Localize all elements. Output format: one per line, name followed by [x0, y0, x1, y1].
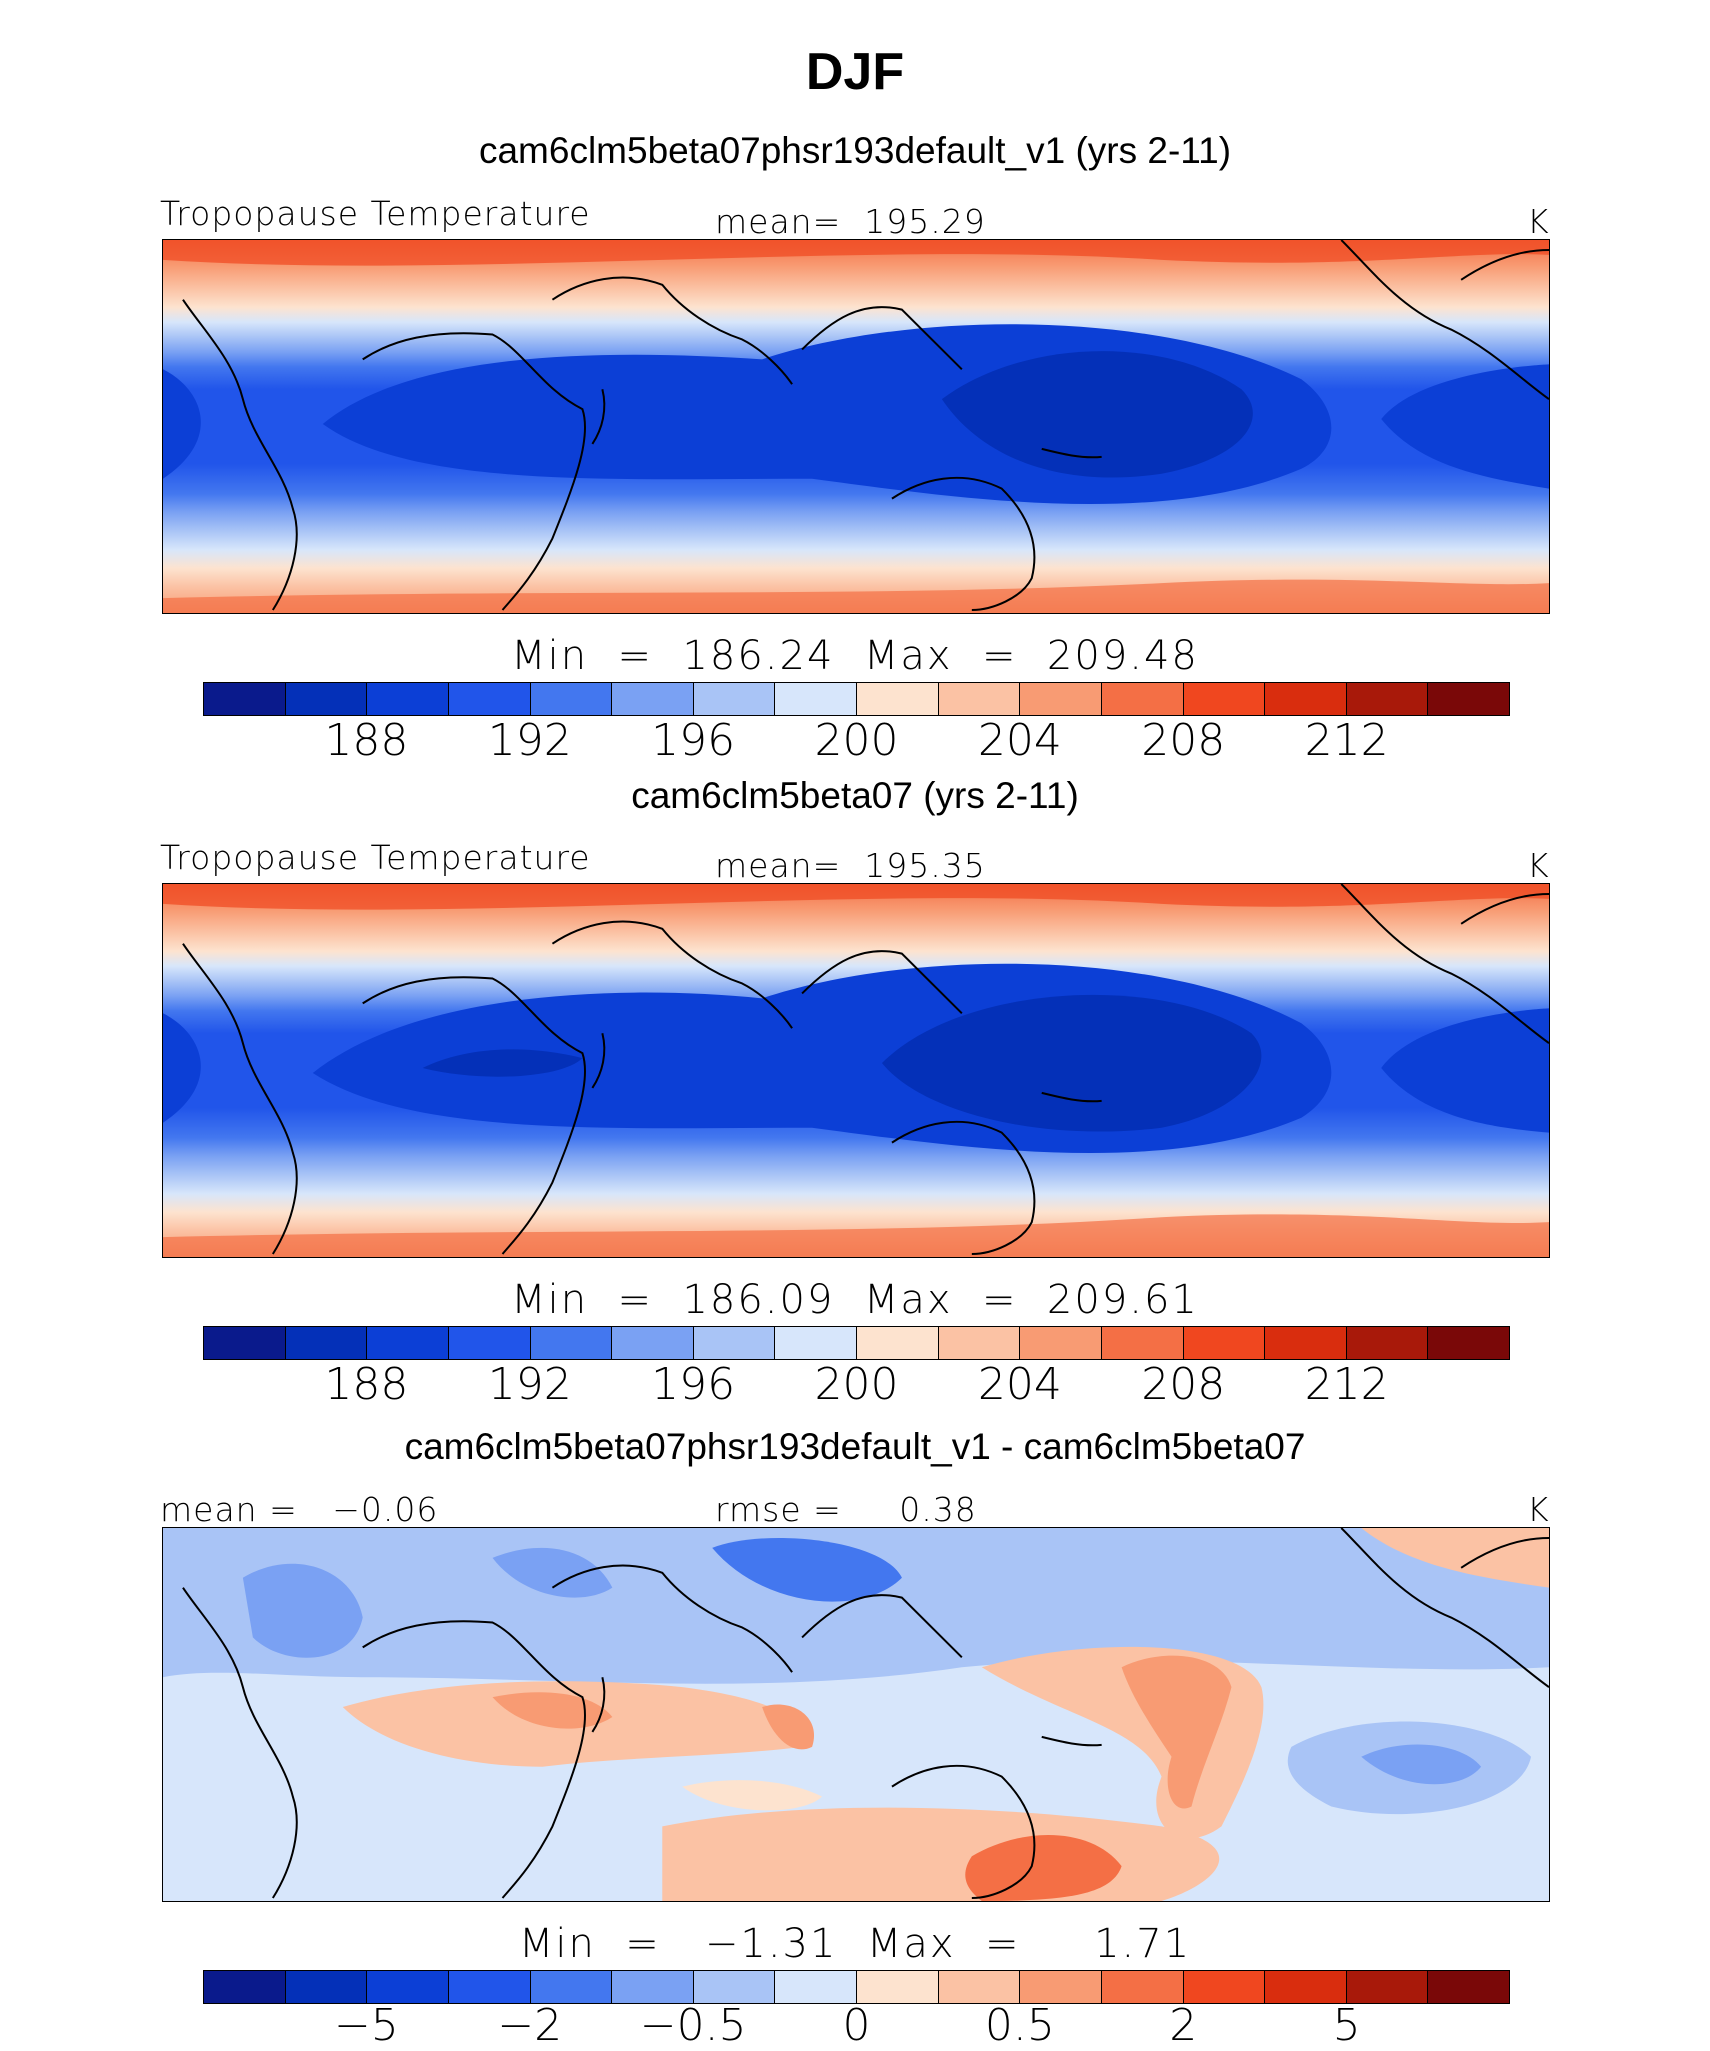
colorbar-swatch	[857, 1971, 939, 2003]
colorbar-swatch	[204, 1327, 286, 1359]
panel-2-minmax-label: Min = 186.09 Max = 209.61	[511, 1277, 1199, 1323]
colorbar-swatch	[1020, 1327, 1102, 1359]
colorbar-swatch	[857, 1327, 939, 1359]
colorbar-swatch	[1428, 1971, 1509, 2003]
colorbar-tick-label: 188	[324, 715, 409, 766]
colorbar-tick-label: 204	[977, 1359, 1062, 1410]
panel-3-rmse-label: rmse = 0.38	[715, 1490, 977, 1529]
colorbar-swatch	[1101, 1327, 1184, 1359]
panel-1-contour-field	[163, 240, 1549, 613]
colorbar-swatch	[1265, 683, 1347, 715]
colorbar-swatch	[285, 1327, 368, 1359]
panel-3-title: cam6clm5beta07phsr193default_v1 - cam6cl…	[404, 1426, 1306, 1467]
colorbar-tick-label: 212	[1304, 1359, 1389, 1410]
colorbar-swatch	[775, 1327, 857, 1359]
colorbar-tick-label: 5	[1332, 2000, 1361, 2051]
panel-1-mean-label: mean= 195.29	[715, 202, 986, 241]
colorbar-tick-label: 0	[842, 2000, 871, 2051]
colorbar-swatch	[1265, 1971, 1347, 2003]
colorbar-swatch	[938, 1327, 1021, 1359]
colorbar-swatch	[775, 683, 857, 715]
panel-1-variable-label: Tropopause Temperature	[160, 194, 591, 233]
colorbar-tick-label: 200	[814, 1359, 899, 1410]
panel-3-mean-label: mean = −0.06	[160, 1490, 439, 1529]
colorbar-swatch	[612, 1971, 694, 2003]
colorbar-tick-label: −2	[497, 2000, 563, 2051]
panel-1-colorbar-ticks: 188 192 196 200 204 208 212	[203, 715, 1510, 766]
colorbar-swatch	[1346, 1327, 1429, 1359]
colorbar-swatch	[530, 683, 613, 715]
colorbar-tick-label: 204	[977, 715, 1062, 766]
panel-3-minmax-label: Min = −1.31 Max = 1.71	[518, 1921, 1192, 1967]
colorbar-swatch	[938, 683, 1021, 715]
figure-title: DJF	[805, 43, 905, 101]
colorbar-swatch	[448, 1327, 531, 1359]
panel-2-mean-label: mean= 195.35	[715, 846, 986, 885]
panel-1-title: cam6clm5beta07phsr193default_v1 (yrs 2-1…	[478, 130, 1232, 171]
colorbar-tick-label: 188	[324, 1359, 409, 1410]
colorbar-tick-label: 192	[487, 715, 572, 766]
panel-3-colorbar	[203, 1970, 1510, 2004]
colorbar-swatch	[1428, 1327, 1509, 1359]
panel-3-units-label: K	[1527, 1490, 1550, 1529]
panel-1-minmax-label: Min = 186.24 Max = 209.48	[511, 633, 1199, 679]
panel-2-units-label: K	[1527, 846, 1550, 885]
colorbar-swatch	[612, 683, 694, 715]
colorbar-swatch	[367, 1971, 449, 2003]
panel-3-contour-field	[163, 1528, 1549, 1901]
panel-1-map	[162, 239, 1550, 614]
colorbar-tick-label: 212	[1304, 715, 1389, 766]
colorbar-swatch	[204, 683, 286, 715]
colorbar-swatch	[1183, 1327, 1266, 1359]
colorbar-swatch	[693, 1971, 776, 2003]
colorbar-swatch	[693, 683, 776, 715]
colorbar-tick-label: 196	[651, 1359, 736, 1410]
colorbar-swatch	[204, 1971, 286, 2003]
colorbar-tick-label: 200	[814, 715, 899, 766]
colorbar-tick-label: 192	[487, 1359, 572, 1410]
colorbar-tick-label: −5	[333, 2000, 399, 2051]
colorbar-swatch	[1428, 683, 1509, 715]
colorbar-swatch	[1265, 1327, 1347, 1359]
colorbar-tick-label: 0.5	[984, 2000, 1055, 2051]
colorbar-swatch	[1183, 683, 1266, 715]
colorbar-tick-label: 208	[1141, 715, 1226, 766]
colorbar-swatch	[1346, 1971, 1429, 2003]
colorbar-swatch	[285, 1971, 368, 2003]
colorbar-swatch	[530, 1971, 613, 2003]
colorbar-swatch	[693, 1327, 776, 1359]
panel-2-contour-field	[163, 884, 1549, 1257]
colorbar-tick-label: 196	[651, 715, 736, 766]
colorbar-swatch	[367, 683, 449, 715]
colorbar-swatch	[1020, 683, 1102, 715]
panel-1-units-label: K	[1527, 202, 1550, 241]
colorbar-swatch	[1101, 683, 1184, 715]
panel-1-colorbar	[203, 682, 1510, 716]
panel-2-colorbar	[203, 1326, 1510, 1360]
colorbar-swatch	[448, 1971, 531, 2003]
colorbar-swatch	[1101, 1971, 1184, 2003]
colorbar-swatch	[285, 683, 368, 715]
colorbar-swatch	[1346, 683, 1429, 715]
colorbar-swatch	[612, 1327, 694, 1359]
colorbar-tick-label: −0.5	[639, 2000, 747, 2051]
panel-3-map	[162, 1527, 1550, 1902]
colorbar-swatch	[448, 683, 531, 715]
colorbar-swatch	[530, 1327, 613, 1359]
colorbar-swatch	[775, 1971, 857, 2003]
colorbar-swatch	[367, 1327, 449, 1359]
panel-2-map	[162, 883, 1550, 1258]
panel-2-colorbar-ticks: 188 192 196 200 204 208 212	[203, 1359, 1510, 1410]
panel-2-title: cam6clm5beta07 (yrs 2-11)	[631, 775, 1079, 816]
colorbar-swatch	[938, 1971, 1021, 2003]
colorbar-swatch	[1183, 1971, 1266, 2003]
colorbar-tick-label: 208	[1141, 1359, 1226, 1410]
panel-3-colorbar-ticks: −5 −2 −0.5 0 0.5 2 5	[203, 2000, 1510, 2051]
colorbar-swatch	[1020, 1971, 1102, 2003]
panel-2-variable-label: Tropopause Temperature	[160, 838, 591, 877]
colorbar-tick-label: 2	[1169, 2000, 1198, 2051]
colorbar-swatch	[857, 683, 939, 715]
